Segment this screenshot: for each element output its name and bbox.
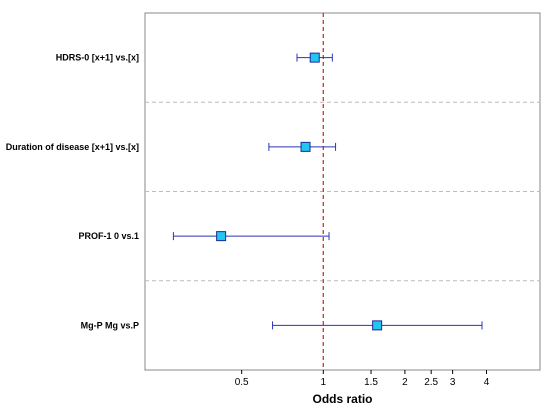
x-tick-label: 2.5 xyxy=(424,377,438,388)
odds-ratio-marker xyxy=(300,141,311,152)
x-tick-label: 1 xyxy=(321,377,327,388)
forest-row: HDRS-0 [x+1] vs.[x] xyxy=(56,52,333,63)
x-tick-label: 2 xyxy=(402,377,408,388)
x-axis-title: Odds ratio xyxy=(312,392,372,406)
x-tick-label: 4 xyxy=(484,377,490,388)
odds-ratio-marker xyxy=(216,231,227,242)
data-rows: HDRS-0 [x+1] vs.[x] Duration of disease [… xyxy=(6,52,483,331)
odds-ratio-marker xyxy=(309,52,320,63)
x-tick-label: 0.5 xyxy=(235,377,249,388)
row-label: PROF-1 0 vs.1 xyxy=(78,231,139,241)
row-label: HDRS-0 [x+1] vs.[x] xyxy=(56,53,139,63)
x-axis-ticks: 0.5 1 1.5 2 2.5 3 4 xyxy=(235,370,490,388)
x-tick-label: 3 xyxy=(450,377,456,388)
forest-row: Mg-P Mg vs.P xyxy=(81,320,483,331)
row-label: Mg-P Mg vs.P xyxy=(81,320,139,330)
x-tick-label: 1.5 xyxy=(364,377,378,388)
row-separators xyxy=(145,101,540,282)
forest-row: Duration of disease [x+1] vs.[x] xyxy=(6,141,337,152)
row-label: Duration of disease [x+1] vs.[x] xyxy=(6,142,139,152)
odds-ratio-marker xyxy=(372,320,383,331)
forest-row: PROF-1 0 vs.1 xyxy=(78,231,330,242)
